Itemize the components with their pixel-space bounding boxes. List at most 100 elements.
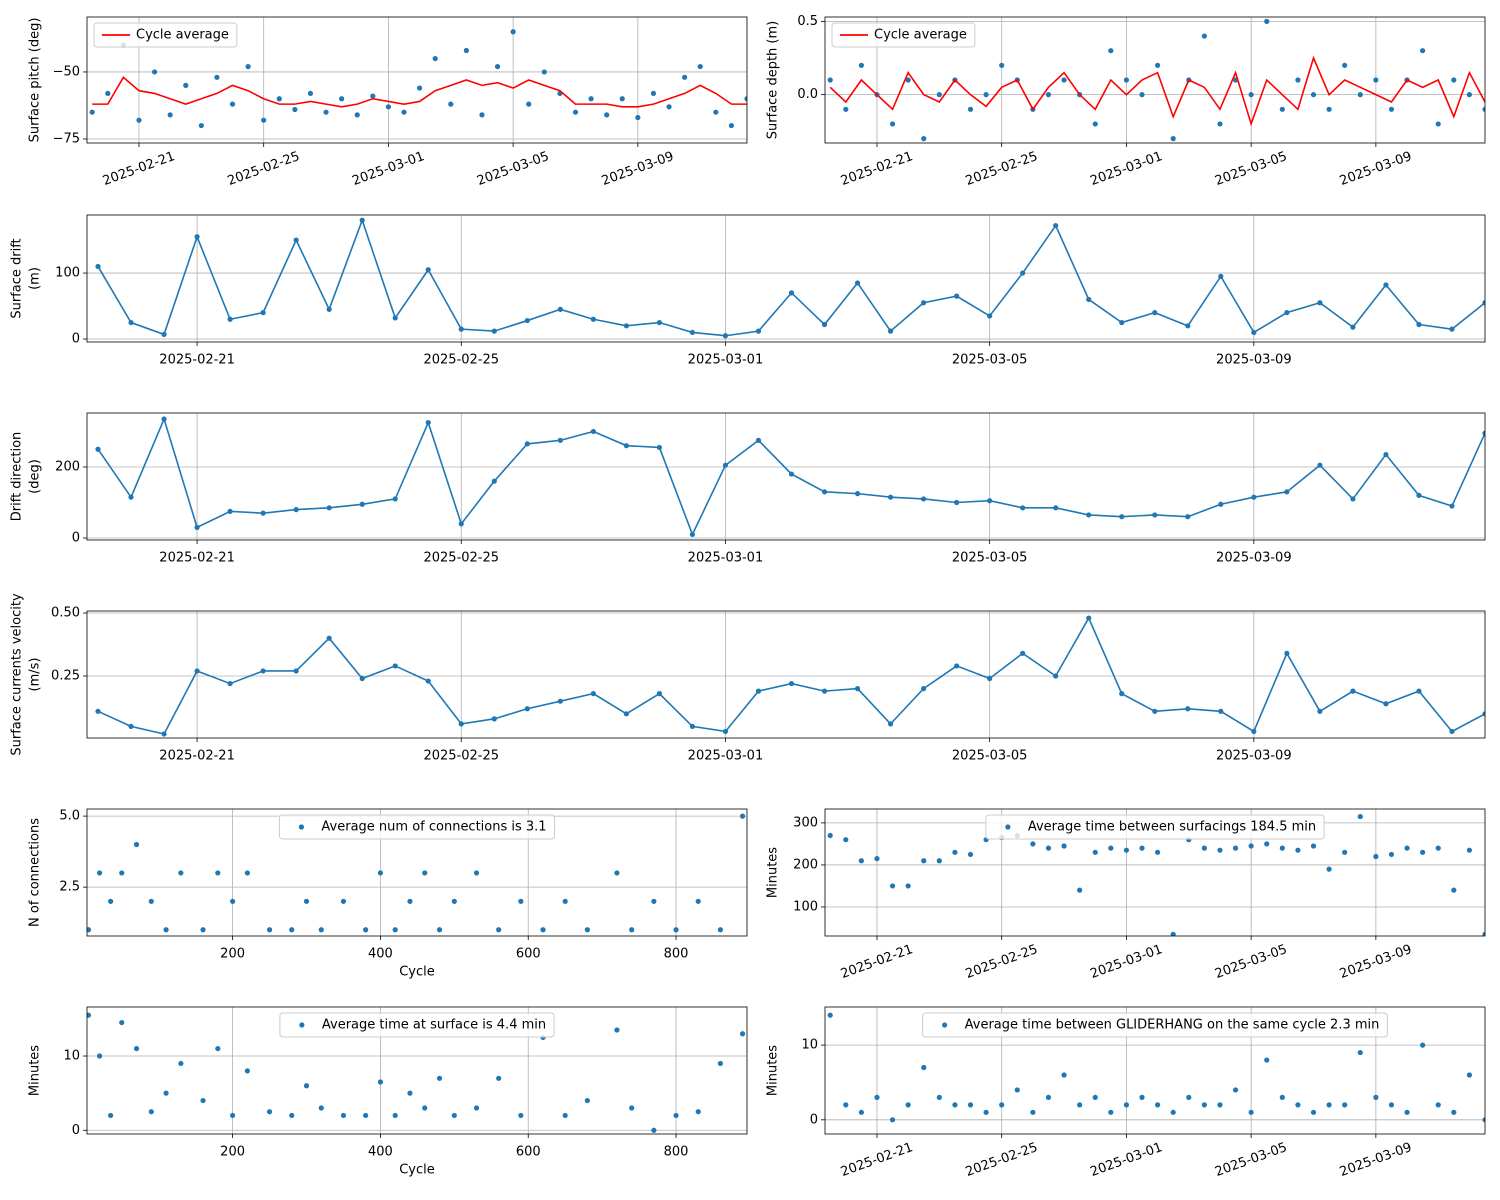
data-point bbox=[377, 1079, 384, 1085]
data-point bbox=[276, 96, 282, 102]
axes-frame bbox=[824, 808, 1486, 937]
legend-box bbox=[831, 22, 976, 48]
data-point bbox=[827, 832, 833, 839]
data-point bbox=[392, 927, 398, 933]
data-point bbox=[518, 898, 524, 904]
data-point bbox=[526, 101, 532, 107]
data-point bbox=[266, 927, 273, 933]
data-point bbox=[1482, 430, 1485, 436]
data-point bbox=[392, 315, 398, 321]
data-point bbox=[666, 104, 672, 110]
data-point bbox=[1251, 329, 1257, 336]
data-point bbox=[458, 326, 464, 332]
data-point bbox=[920, 300, 927, 306]
data-point bbox=[656, 444, 663, 451]
legend-swatch bbox=[942, 1022, 948, 1028]
data-point bbox=[1232, 1087, 1239, 1093]
data-point bbox=[1119, 691, 1125, 697]
data-point bbox=[1014, 1087, 1020, 1093]
data-point bbox=[473, 870, 480, 876]
data-point bbox=[590, 691, 596, 697]
data-point bbox=[385, 104, 392, 110]
data-point bbox=[1388, 106, 1395, 112]
data-point bbox=[920, 496, 927, 502]
data-point bbox=[1435, 1102, 1441, 1108]
legend-label: Average time between GLIDERHANG on the s… bbox=[965, 1018, 1380, 1033]
y-tick-label: 100 bbox=[793, 899, 818, 914]
data-point bbox=[584, 1097, 590, 1104]
data-point bbox=[1218, 501, 1224, 507]
data-point bbox=[887, 494, 894, 500]
data-point bbox=[1451, 1109, 1457, 1115]
data-point bbox=[392, 1112, 398, 1119]
data-point bbox=[739, 813, 746, 819]
data-point bbox=[1077, 887, 1083, 893]
data-point bbox=[1108, 48, 1114, 54]
data-point bbox=[1061, 77, 1067, 83]
data-point bbox=[1218, 708, 1224, 714]
data-point bbox=[229, 101, 236, 107]
x-tick-label: 400 bbox=[368, 947, 393, 962]
data-point bbox=[214, 74, 220, 80]
data-point bbox=[1119, 514, 1125, 520]
data-point bbox=[1053, 673, 1059, 679]
data-point bbox=[148, 898, 154, 904]
legend-swatch bbox=[298, 824, 305, 830]
data-point bbox=[854, 491, 861, 497]
data-point bbox=[1388, 1102, 1395, 1108]
data-point bbox=[370, 93, 376, 99]
data-point bbox=[905, 77, 911, 83]
data-point bbox=[1279, 845, 1285, 851]
y-tick-label: 10 bbox=[63, 1049, 80, 1064]
x-tick-label: 2025-03-05 bbox=[952, 353, 1028, 368]
data-point bbox=[905, 883, 911, 889]
data-point bbox=[1152, 512, 1158, 518]
data-point bbox=[215, 1045, 221, 1052]
data-point bbox=[1482, 300, 1485, 306]
axes-frame bbox=[86, 1006, 748, 1135]
data-point bbox=[1053, 222, 1059, 229]
legend-box bbox=[93, 22, 238, 48]
x-tick-label: 2025-02-25 bbox=[423, 749, 499, 764]
data-point bbox=[557, 698, 563, 704]
data-point bbox=[1248, 843, 1254, 849]
data-point bbox=[983, 92, 989, 98]
data-point bbox=[1108, 845, 1114, 851]
axes-frame bbox=[86, 16, 748, 144]
data-point bbox=[584, 927, 590, 933]
data-point bbox=[954, 663, 960, 669]
data-point bbox=[1217, 1102, 1223, 1108]
data-point bbox=[1449, 326, 1455, 332]
data-point bbox=[303, 898, 310, 904]
data-point bbox=[656, 691, 663, 697]
data-point bbox=[401, 109, 407, 115]
y-tick-label: 0 bbox=[810, 1112, 818, 1127]
data-point bbox=[1123, 847, 1130, 853]
data-point bbox=[689, 531, 696, 538]
data-point bbox=[245, 63, 251, 70]
data-point bbox=[318, 1105, 324, 1111]
data-point bbox=[1045, 1094, 1052, 1100]
data-point bbox=[128, 723, 134, 730]
data-point bbox=[821, 688, 828, 694]
panel: 2025-02-21 2025-02-25 2025-03-01 2025-03-05… bbox=[10, 593, 1486, 764]
x-tick-label: 2025-03-05 bbox=[1213, 149, 1289, 189]
x-tick-label: 2025-03-09 bbox=[600, 149, 676, 189]
x-tick-label: 2025-02-25 bbox=[423, 353, 499, 368]
data-point bbox=[843, 1102, 849, 1108]
data-point bbox=[326, 505, 332, 511]
data-point bbox=[1020, 505, 1026, 511]
data-point bbox=[623, 711, 629, 717]
data-point bbox=[717, 927, 723, 933]
data-point bbox=[1139, 1094, 1145, 1100]
data-point bbox=[496, 1075, 502, 1081]
data-point bbox=[339, 96, 345, 102]
data-point bbox=[1139, 92, 1145, 98]
data-point bbox=[244, 1068, 250, 1074]
x-tick-label: 2025-02-25 bbox=[964, 1140, 1040, 1180]
data-point bbox=[1482, 931, 1485, 936]
data-point bbox=[1482, 1117, 1485, 1123]
data-point bbox=[722, 728, 729, 735]
y-axis-label: Surface currents velocity bbox=[10, 593, 25, 756]
data-point bbox=[854, 280, 861, 286]
